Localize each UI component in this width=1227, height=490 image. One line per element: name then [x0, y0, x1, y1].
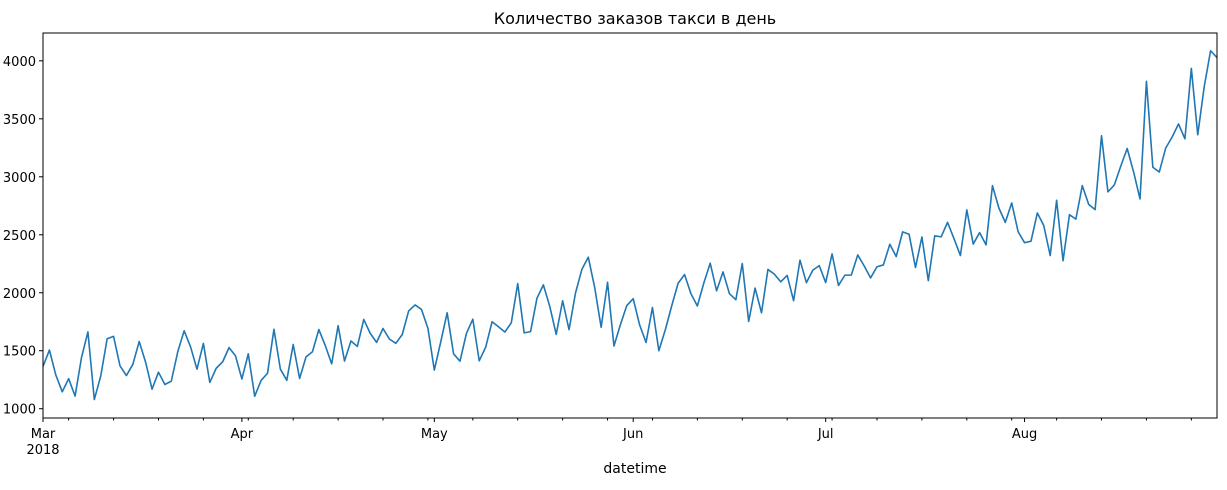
x-tick-sublabel: 2018 [26, 443, 59, 458]
chart-title: Количество заказов такси в день [494, 9, 776, 28]
series-line [42, 49, 1218, 401]
x-tick-label: May [421, 427, 448, 442]
plot-frame [42, 32, 1218, 419]
y-tick-label: 1000 [3, 403, 36, 418]
x-tick-label: Jul [817, 427, 834, 442]
y-tick-label: 4000 [3, 55, 36, 70]
x-axis-label: datetime [603, 461, 666, 477]
y-tick-label: 2000 [3, 287, 36, 302]
series-layer [42, 49, 1218, 401]
y-tick-label: 3500 [3, 113, 36, 128]
x-tick-label: Aug [1012, 427, 1037, 442]
x-tick-label: Apr [231, 427, 254, 442]
y-axis: 1000 1500 2000 2500 3000 3500 4000 [3, 55, 43, 418]
y-tick-label: 2500 [3, 229, 36, 244]
y-tick-label: 1500 [3, 345, 36, 360]
y-tick-label: 3000 [3, 171, 36, 186]
x-tick-label: Jun [622, 427, 643, 442]
x-tick-label: Mar [31, 427, 56, 442]
